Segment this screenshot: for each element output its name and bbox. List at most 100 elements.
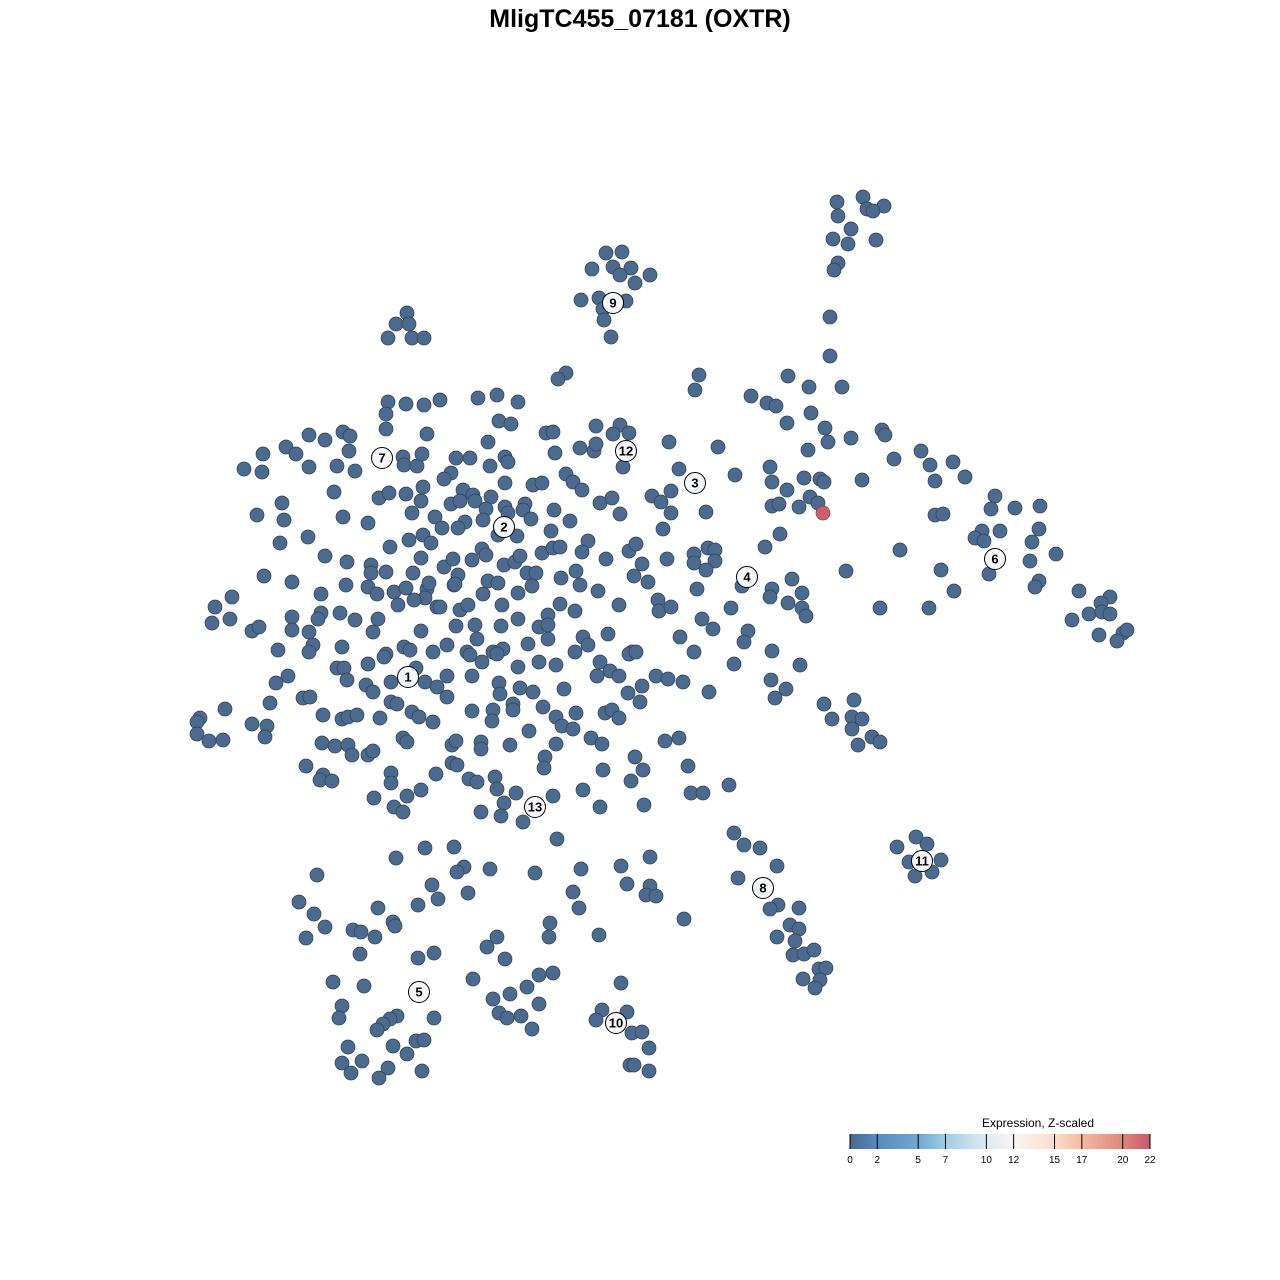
data-point xyxy=(762,459,778,475)
data-point xyxy=(487,769,503,785)
data-point xyxy=(251,619,267,635)
chart-title: MligTC455_07181 (OXTR) xyxy=(489,5,791,33)
data-point xyxy=(698,504,714,520)
data-point xyxy=(416,330,432,346)
data-point xyxy=(1027,579,1043,595)
data-point xyxy=(525,684,541,700)
data-point xyxy=(764,474,780,490)
data-point xyxy=(535,699,551,715)
data-point xyxy=(636,797,652,813)
data-point xyxy=(795,971,811,987)
data-point xyxy=(698,562,714,578)
data-point xyxy=(621,425,637,441)
data-point xyxy=(575,782,591,798)
cluster-label-text: 12 xyxy=(619,444,633,459)
data-point xyxy=(545,965,561,981)
data-point xyxy=(820,434,836,450)
data-point xyxy=(439,668,455,684)
data-point xyxy=(414,446,430,462)
data-point xyxy=(686,644,702,660)
data-point xyxy=(710,439,726,455)
data-point xyxy=(278,439,294,455)
data-point xyxy=(432,599,448,615)
data-point xyxy=(378,564,394,580)
data-point xyxy=(360,656,376,672)
data-point xyxy=(1007,500,1023,516)
data-point xyxy=(395,804,411,820)
data-point xyxy=(385,1038,401,1054)
data-point xyxy=(987,488,1003,504)
colorbar-ticks: 0 2 5 7 10 12 15 17 20 22 xyxy=(847,1134,1156,1166)
data-point xyxy=(541,929,557,945)
data-point xyxy=(701,684,717,700)
data-point xyxy=(369,586,385,602)
data-point xyxy=(414,1063,430,1079)
data-point xyxy=(803,405,819,421)
data-point xyxy=(353,924,369,940)
data-point xyxy=(657,733,673,749)
data-point xyxy=(553,570,569,586)
data-point xyxy=(771,496,787,512)
data-point xyxy=(256,568,272,584)
data-point xyxy=(479,939,495,955)
data-point xyxy=(315,707,331,723)
data-point xyxy=(499,1010,515,1026)
data-point xyxy=(1032,498,1048,514)
data-point xyxy=(410,897,426,913)
data-point xyxy=(469,774,485,790)
data-point xyxy=(417,840,433,856)
data-point xyxy=(611,597,627,613)
data-point xyxy=(843,430,859,446)
data-point xyxy=(772,526,788,542)
data-point xyxy=(798,608,814,624)
data-point xyxy=(401,532,417,548)
data-point xyxy=(339,672,355,688)
data-point xyxy=(302,689,318,705)
data-point xyxy=(1109,633,1125,649)
cluster-label: 3 xyxy=(684,472,706,494)
data-point xyxy=(490,575,506,591)
data-point xyxy=(676,911,692,927)
data-point xyxy=(439,689,455,705)
cluster-label-text: 10 xyxy=(609,1016,623,1031)
data-point xyxy=(301,624,317,640)
cluster-label-text: 3 xyxy=(691,476,698,491)
data-point xyxy=(641,1063,657,1079)
data-point xyxy=(767,690,783,706)
data-point xyxy=(284,609,300,625)
data-point xyxy=(634,678,650,694)
data-point xyxy=(381,485,397,501)
data-point xyxy=(482,458,498,474)
data-point xyxy=(474,654,490,670)
cluster-label: 4 xyxy=(736,566,758,588)
data-point xyxy=(829,194,845,210)
data-point xyxy=(222,611,238,627)
data-point xyxy=(298,758,314,774)
data-point xyxy=(301,644,317,660)
data-point xyxy=(663,599,679,615)
data-point xyxy=(826,262,842,278)
data-point xyxy=(854,711,870,727)
data-point xyxy=(402,642,418,658)
colorbar-tick-label: 12 xyxy=(1008,1155,1020,1166)
data-point xyxy=(598,245,614,261)
data-point xyxy=(306,906,322,922)
data-point xyxy=(421,575,437,591)
data-point xyxy=(274,495,290,511)
data-point xyxy=(343,1065,359,1081)
data-point xyxy=(467,493,483,509)
cluster-label-circle xyxy=(371,447,393,469)
data-point xyxy=(641,1040,657,1056)
colorbar-legend: Expression, Z-scaled 0 2 5 7 10 12 15 17 20 22 xyxy=(847,1116,1156,1166)
data-point xyxy=(661,434,677,450)
data-point xyxy=(464,668,480,684)
data-point xyxy=(642,849,658,865)
data-point xyxy=(515,814,531,830)
data-point xyxy=(512,548,528,564)
data-point xyxy=(623,260,639,276)
cluster-label-circle xyxy=(397,666,419,688)
data-point xyxy=(764,643,780,659)
data-point-high-expression xyxy=(815,505,831,521)
data-point xyxy=(543,523,559,539)
data-point xyxy=(366,790,382,806)
